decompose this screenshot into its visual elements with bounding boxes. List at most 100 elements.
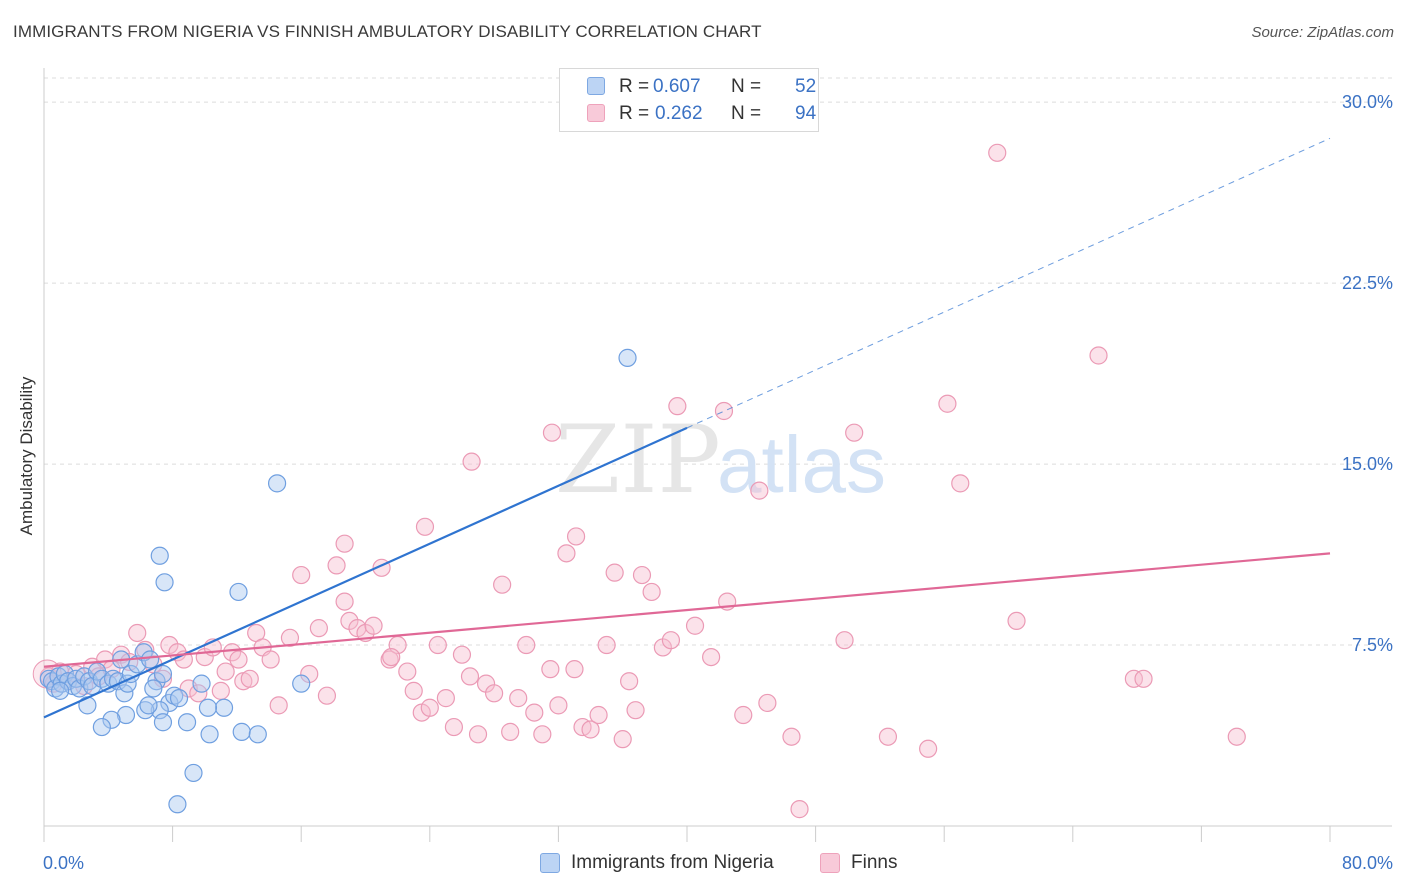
nigeria-point xyxy=(618,348,637,367)
nigeria-point xyxy=(150,546,169,565)
finns-point xyxy=(758,693,777,713)
finns-point xyxy=(509,689,528,708)
finns-point xyxy=(626,701,645,720)
nigeria-point xyxy=(192,674,211,693)
r-value: 0.607 xyxy=(653,76,701,97)
nigeria-points xyxy=(39,348,637,814)
finns-point xyxy=(222,643,242,662)
r-label: R = xyxy=(619,103,650,124)
finns-point xyxy=(845,423,864,442)
finns-point xyxy=(460,667,480,686)
finns-point xyxy=(1134,669,1153,688)
finns-point xyxy=(1227,727,1246,746)
finns-point xyxy=(404,681,423,700)
finns-point xyxy=(685,616,705,635)
finns-point xyxy=(216,662,235,681)
blue-swatch xyxy=(540,853,560,873)
finns-point xyxy=(317,686,337,705)
nigeria-point xyxy=(169,689,189,708)
finns-point xyxy=(782,727,801,746)
finns-point xyxy=(835,631,854,650)
finns-point xyxy=(229,650,248,669)
nigeria-point xyxy=(136,701,155,720)
finns-point xyxy=(988,143,1007,162)
pink-swatch xyxy=(820,853,840,873)
finns-point xyxy=(493,575,512,594)
nigeria-point xyxy=(155,573,174,592)
correlation-legend: R = 0.607 N = 52 R = 0.262 N = 94 xyxy=(559,68,819,132)
finns-point xyxy=(485,684,504,703)
nigeria-point xyxy=(116,705,136,725)
finns-point xyxy=(280,628,300,647)
n-label: N = xyxy=(731,76,762,97)
y-tick-label: 7.5% xyxy=(1352,635,1393,655)
nigeria-point xyxy=(150,701,169,720)
finns-point xyxy=(501,722,520,741)
finns-point xyxy=(878,727,898,746)
finns-point xyxy=(398,662,417,681)
x-tick-label-min: 0.0% xyxy=(43,853,84,873)
nigeria-point xyxy=(140,650,160,669)
pink-swatch xyxy=(587,104,605,122)
finns-point xyxy=(428,635,447,655)
finns-point xyxy=(613,730,632,749)
finns-point xyxy=(541,660,560,679)
nigeria-point xyxy=(292,674,311,693)
finns-point xyxy=(661,631,681,650)
nigeria-point xyxy=(267,474,287,493)
finns-points xyxy=(32,143,1246,819)
finns-point xyxy=(734,705,753,725)
n-label: N = xyxy=(731,103,762,124)
finns-point xyxy=(462,452,481,471)
r-value: 0.262 xyxy=(655,103,703,124)
nigeria-point xyxy=(165,686,184,705)
finns-point xyxy=(632,565,652,585)
finns-point xyxy=(668,397,687,416)
legend-label: Immigrants from Nigeria xyxy=(571,852,774,873)
nigeria-point xyxy=(50,681,70,700)
watermark-zip: ZIP xyxy=(555,406,721,515)
y-tick-label: 15.0% xyxy=(1342,454,1393,474)
finns-point xyxy=(597,635,616,655)
finns-point xyxy=(335,592,354,611)
finns-point xyxy=(261,650,280,669)
nigeria-point xyxy=(248,725,267,744)
finns-point xyxy=(750,481,769,500)
finns-point xyxy=(589,705,608,725)
axes xyxy=(43,68,1392,842)
finns-point xyxy=(790,800,809,819)
nigeria-point xyxy=(177,713,197,732)
r-label: R = xyxy=(619,76,650,97)
nigeria-point xyxy=(153,664,173,684)
finns-point xyxy=(620,672,639,691)
finns-point xyxy=(309,619,328,638)
finns-point xyxy=(938,394,957,413)
finns-point xyxy=(269,696,288,715)
nigeria-trend-extension xyxy=(686,137,1331,429)
finns-point xyxy=(1089,346,1108,365)
nigeria-point xyxy=(229,582,248,602)
finns-point xyxy=(517,635,536,655)
nigeria-point xyxy=(153,713,173,732)
gridlines xyxy=(44,77,1392,646)
finns-point xyxy=(420,698,439,717)
finns-point xyxy=(240,669,259,688)
finns-point xyxy=(415,517,435,536)
watermark-atlas: atlas xyxy=(717,420,886,509)
finns-point xyxy=(542,423,562,442)
legend-label: Finns xyxy=(851,852,898,873)
finns-point xyxy=(327,556,346,575)
finns-point xyxy=(128,623,147,643)
finns-point xyxy=(714,401,734,421)
nigeria-point xyxy=(139,696,158,715)
finns-point xyxy=(951,474,970,493)
finns-point xyxy=(581,720,600,739)
finns-point xyxy=(919,739,938,758)
finns-point xyxy=(642,582,661,602)
finns-point xyxy=(468,725,488,744)
finns-point xyxy=(444,717,464,737)
finns-point xyxy=(364,616,383,635)
trend-lines xyxy=(43,137,1331,719)
finns-point xyxy=(702,647,721,667)
x-tick-label-max: 80.0% xyxy=(1342,853,1393,873)
